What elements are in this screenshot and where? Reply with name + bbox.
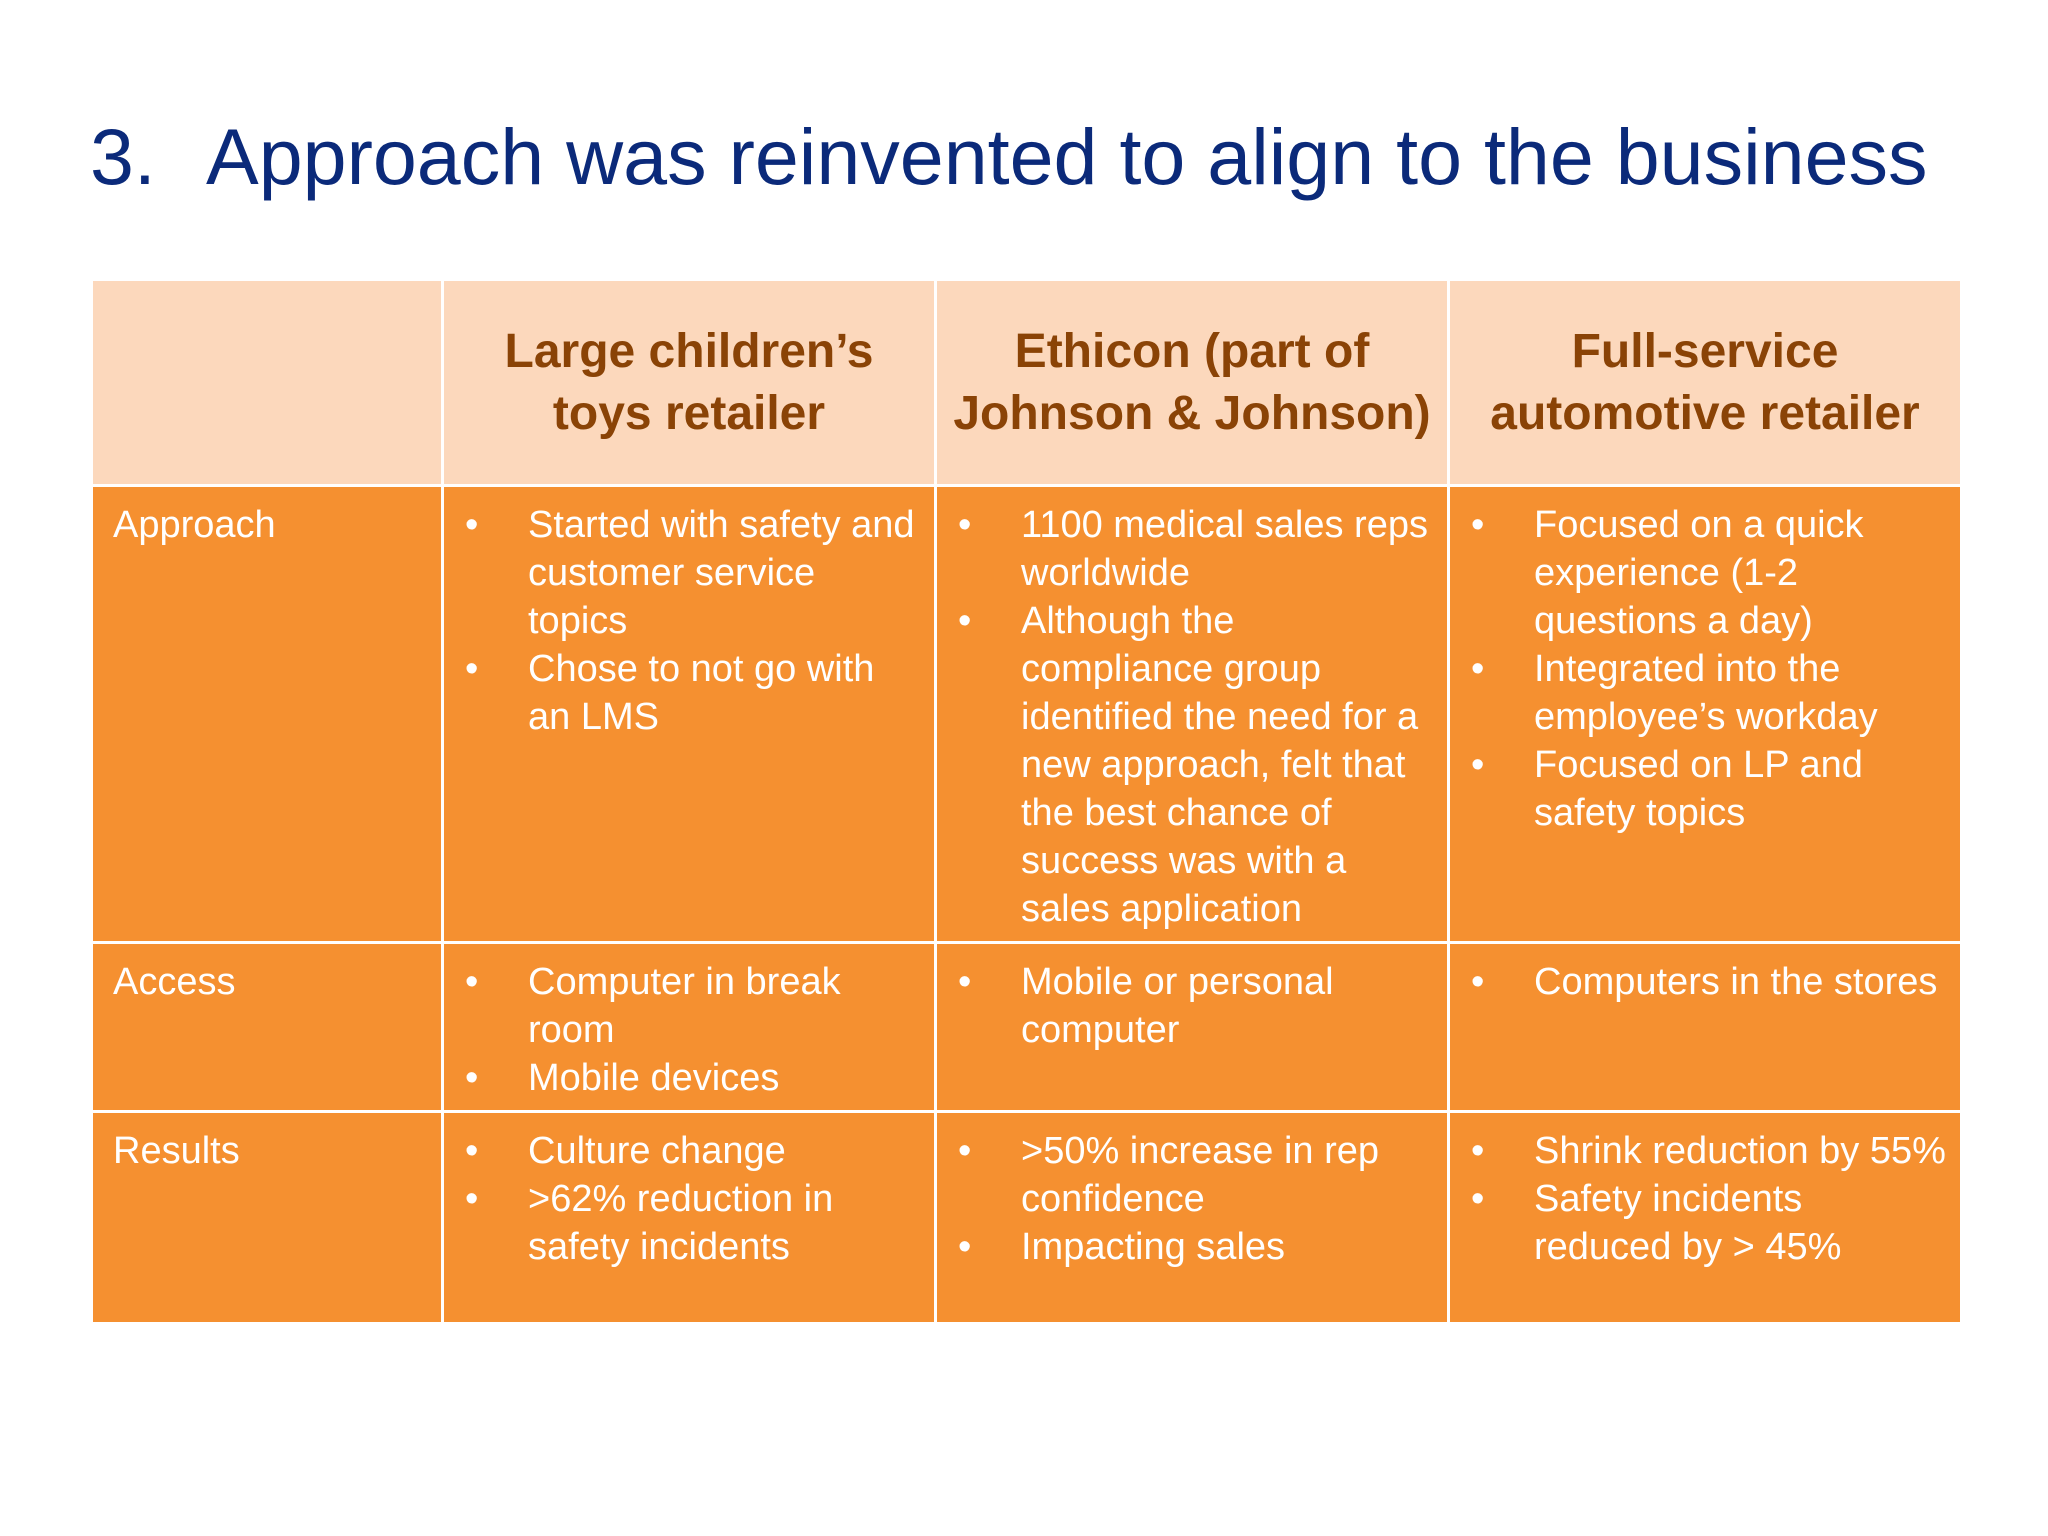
bullet-text: Computers in the stores bbox=[1534, 961, 1938, 1003]
bullet-item: • Impacting sales bbox=[958, 1223, 1437, 1271]
bullet-text: Focused on LP and safety topics bbox=[1534, 744, 1863, 834]
bullet-icon: • bbox=[465, 648, 479, 690]
bullet-icon: • bbox=[1471, 744, 1485, 786]
row-label-cell: Results bbox=[90, 1110, 444, 1325]
bullet-item: • Integrated into the employee’s workday bbox=[1471, 645, 1950, 741]
bullet-icon: • bbox=[465, 1178, 479, 1220]
bullet-text: Impacting sales bbox=[1021, 1226, 1286, 1268]
bullet-text: Started with safety and customer service… bbox=[528, 504, 915, 642]
bullet-icon: • bbox=[958, 961, 972, 1003]
bullet-list: • Computer in break room • Mobile devices bbox=[444, 958, 934, 1102]
bullet-icon: • bbox=[958, 1226, 972, 1268]
bullet-item: • Mobile or personal computer bbox=[958, 958, 1437, 1054]
bullet-text: Culture change bbox=[528, 1130, 786, 1172]
bullet-list: • 1100 medical sales reps worldwide • Altho… bbox=[937, 501, 1447, 933]
header-cell-empty bbox=[90, 278, 444, 487]
bullet-icon: • bbox=[1471, 1130, 1485, 1172]
bullet-item: • >62% reduction in safety incidents bbox=[465, 1175, 924, 1271]
bullet-text: Shrink reduction by 55% bbox=[1534, 1130, 1946, 1172]
comparison-table-container: Large children’s toys retailer Ethicon (… bbox=[90, 278, 1963, 1325]
table-cell: • 1100 medical sales reps worldwide • Altho… bbox=[934, 484, 1450, 944]
table-row: Results • Culture change • >62% reduction in… bbox=[90, 1110, 1963, 1325]
bullet-text: Safety incidents reduced by > 45% bbox=[1534, 1178, 1842, 1268]
bullet-text: Although the compliance group identified… bbox=[1021, 600, 1419, 930]
bullet-icon: • bbox=[465, 961, 479, 1003]
row-label-cell: Access bbox=[90, 941, 444, 1113]
bullet-item: • Computers in the stores bbox=[1471, 958, 1950, 1006]
comparison-table: Large children’s toys retailer Ethicon (… bbox=[90, 278, 1963, 1325]
table-cell: • Computer in break room • Mobile devices bbox=[441, 941, 937, 1113]
slide-title: 3. Approach was reinvented to align to th… bbox=[90, 112, 1928, 202]
bullet-list: • Mobile or personal computer bbox=[937, 958, 1447, 1054]
bullet-text: Mobile devices bbox=[528, 1057, 780, 1099]
bullet-icon: • bbox=[1471, 1178, 1485, 1220]
header-row: Large children’s toys retailer Ethicon (… bbox=[90, 278, 1963, 487]
bullet-item: • Focused on a quick experience (1-2 ques… bbox=[1471, 501, 1950, 645]
bullet-item: • Although the compliance group identifie… bbox=[958, 597, 1437, 933]
bullet-list: • Started with safety and customer servic… bbox=[444, 501, 934, 741]
table-cell: • Shrink reduction by 55% • Safety incident… bbox=[1447, 1110, 1963, 1325]
slide-title-text: Approach was reinvented to align to the … bbox=[206, 112, 1928, 201]
bullet-text: 1100 medical sales reps worldwide bbox=[1021, 504, 1428, 594]
bullet-text: >50% increase in rep confidence bbox=[1021, 1130, 1380, 1220]
bullet-list: • Computers in the stores bbox=[1450, 958, 1960, 1006]
bullet-item: • Shrink reduction by 55% bbox=[1471, 1127, 1950, 1175]
bullet-item: • Safety incidents reduced by > 45% bbox=[1471, 1175, 1950, 1271]
bullet-item: • Started with safety and customer servic… bbox=[465, 501, 924, 645]
bullet-item: • Culture change bbox=[465, 1127, 924, 1175]
header-cell-automotive-retailer: Full-service automotive retailer bbox=[1447, 278, 1963, 487]
bullet-icon: • bbox=[958, 1130, 972, 1172]
slide-number: 3. bbox=[90, 112, 156, 201]
table-cell: • Culture change • >62% reduction in safety… bbox=[441, 1110, 937, 1325]
bullet-icon: • bbox=[465, 1057, 479, 1099]
table-cell: • Computers in the stores bbox=[1447, 941, 1963, 1113]
bullet-item: • >50% increase in rep confidence bbox=[958, 1127, 1437, 1223]
bullet-icon: • bbox=[1471, 504, 1485, 546]
bullet-item: • Computer in break room bbox=[465, 958, 924, 1054]
bullet-icon: • bbox=[465, 504, 479, 546]
bullet-list: • >50% increase in rep confidence • Impacti… bbox=[937, 1127, 1447, 1271]
bullet-icon: • bbox=[958, 600, 972, 642]
bullet-item: • Chose to not go with an LMS bbox=[465, 645, 924, 741]
table-cell: • Started with safety and customer servic… bbox=[441, 484, 937, 944]
bullet-text: >62% reduction in safety incidents bbox=[528, 1178, 834, 1268]
bullet-item: • 1100 medical sales reps worldwide bbox=[958, 501, 1437, 597]
table-cell: • Focused on a quick experience (1-2 ques… bbox=[1447, 484, 1963, 944]
bullet-icon: • bbox=[1471, 648, 1485, 690]
bullet-text: Mobile or personal computer bbox=[1021, 961, 1334, 1051]
bullet-icon: • bbox=[465, 1130, 479, 1172]
bullet-icon: • bbox=[1471, 961, 1485, 1003]
bullet-text: Integrated into the employee’s workday bbox=[1534, 648, 1878, 738]
bullet-text: Chose to not go with an LMS bbox=[528, 648, 875, 738]
table-cell: • Mobile or personal computer bbox=[934, 941, 1450, 1113]
bullet-text: Computer in break room bbox=[528, 961, 841, 1051]
header-cell-ethicon: Ethicon (part of Johnson & Johnson) bbox=[934, 278, 1450, 487]
row-label-cell: Approach bbox=[90, 484, 444, 944]
header-cell-toys-retailer: Large children’s toys retailer bbox=[441, 278, 937, 487]
bullet-icon: • bbox=[958, 504, 972, 546]
table-cell: • >50% increase in rep confidence • Impacti… bbox=[934, 1110, 1450, 1325]
table-row: Approach • Started with safety and custome… bbox=[90, 484, 1963, 944]
table-body: Approach • Started with safety and custome… bbox=[90, 484, 1963, 1325]
bullet-item: • Focused on LP and safety topics bbox=[1471, 741, 1950, 837]
bullet-list: • Focused on a quick experience (1-2 ques… bbox=[1450, 501, 1960, 837]
bullet-list: • Shrink reduction by 55% • Safety incident… bbox=[1450, 1127, 1960, 1271]
bullet-item: • Mobile devices bbox=[465, 1054, 924, 1102]
bullet-text: Focused on a quick experience (1-2 quest… bbox=[1534, 504, 1864, 642]
table-row: Access • Computer in break room • Mobile dev… bbox=[90, 941, 1963, 1113]
bullet-list: • Culture change • >62% reduction in safety… bbox=[444, 1127, 934, 1271]
